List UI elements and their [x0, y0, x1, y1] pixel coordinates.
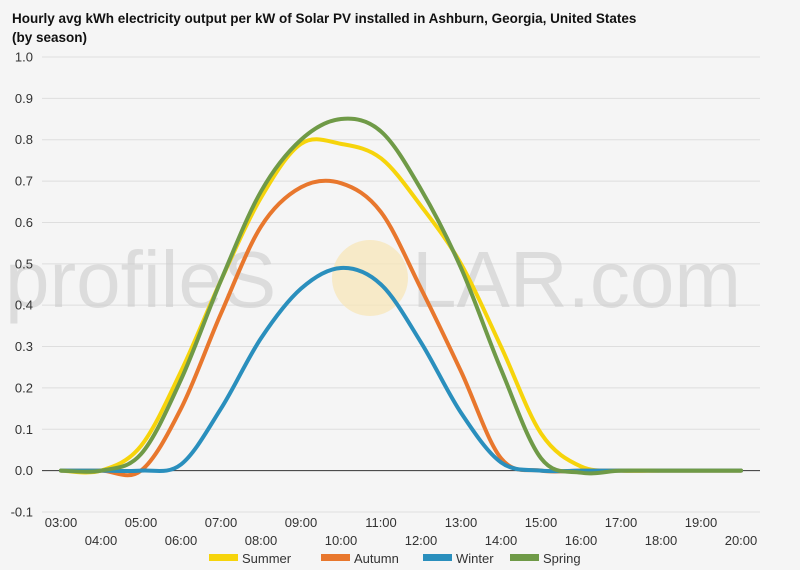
x-tick-label: 11:00	[365, 515, 397, 530]
y-tick-label: 0.8	[15, 132, 33, 147]
x-tick-label: 15:00	[525, 515, 558, 530]
watermark-left-text: profileS	[5, 235, 276, 324]
x-tick-label: 20:00	[725, 533, 758, 548]
y-tick-label: -0.1	[11, 505, 33, 520]
series-lines	[59, 116, 743, 478]
x-tick-label: 05:00	[125, 515, 158, 530]
x-tick-label: 10:00	[325, 533, 358, 548]
legend-label-winter: Winter	[456, 551, 494, 566]
x-tick-label: 08:00	[245, 533, 278, 548]
y-tick-label: 0.4	[15, 298, 33, 313]
chart-title: Hourly avg kWh electricity output per kW…	[12, 11, 637, 45]
x-tick-label: 14:00	[485, 533, 518, 548]
x-tick-label: 19:00	[685, 515, 718, 530]
y-tick-label: 0.6	[15, 215, 33, 230]
x-tick-label: 04:00	[85, 533, 118, 548]
watermark: profileS LAR.com	[5, 235, 741, 324]
x-tick-label: 09:00	[285, 515, 318, 530]
x-tick-label: 18:00	[645, 533, 678, 548]
y-tick-label: 0.7	[15, 174, 33, 189]
y-tick-label: 0.9	[15, 91, 33, 106]
series-line-autumn	[59, 178, 743, 478]
y-tick-label: 0.3	[15, 339, 33, 354]
legend-swatch-spring	[510, 554, 539, 561]
legend-label-summer: Summer	[242, 551, 292, 566]
legend-swatch-summer	[209, 554, 238, 561]
x-tick-label: 17:00	[605, 515, 638, 530]
y-tick-label: 0.0	[15, 463, 33, 478]
watermark-right-text: LAR.com	[412, 235, 741, 324]
x-tick-label: 12:00	[405, 533, 438, 548]
y-tick-label: 0.1	[15, 422, 33, 437]
grid-lines	[42, 56, 760, 513]
y-tick-label: 0.5	[15, 256, 33, 271]
legend-swatch-autumn	[321, 554, 350, 561]
x-tick-label: 07:00	[205, 515, 238, 530]
series-line-spring	[59, 116, 743, 476]
legend-swatch-winter	[423, 554, 452, 561]
x-tick-label: 16:00	[565, 533, 598, 548]
x-tick-label: 13:00	[445, 515, 478, 530]
x-tick-label: 06:00	[165, 533, 198, 548]
legend: Summer Autumn Winter Spring	[209, 551, 581, 566]
x-tick-label: 03:00	[45, 515, 78, 530]
legend-label-spring: Spring	[543, 551, 581, 566]
legend-label-autumn: Autumn	[354, 551, 399, 566]
y-tick-label: 0.2	[15, 380, 33, 395]
y-tick-label: 1.0	[15, 50, 33, 65]
